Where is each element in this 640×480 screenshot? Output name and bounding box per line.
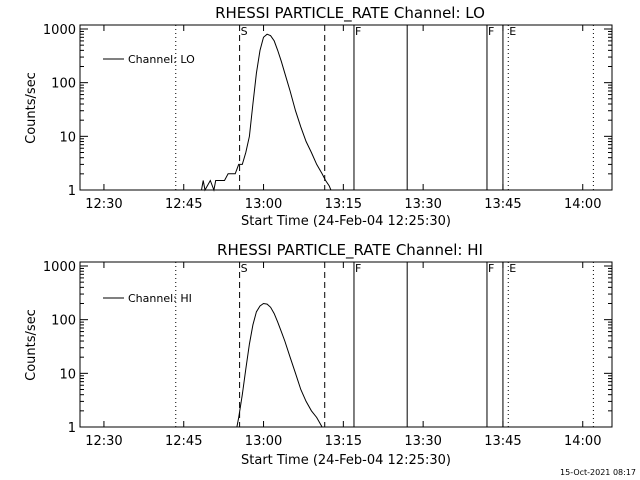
chart-title: RHESSI PARTICLE_RATE Channel: HI [217, 241, 483, 260]
x-tick-label: 12:30 [85, 434, 122, 449]
plot-frame [79, 261, 613, 428]
plot-frame [79, 24, 613, 191]
lo-channel-panel: RHESSI PARTICLE_RATE Channel: LO 12:30 12… [24, 4, 613, 229]
series-line-hi [236, 302, 323, 428]
y-tick-label: 10 [59, 367, 76, 382]
x-axis-label: Start Time (24-Feb-04 12:25:30) [241, 453, 451, 468]
x-tick-label: 13:45 [484, 197, 521, 212]
x-tick-label: 13:15 [325, 434, 362, 449]
event-marker-label: S [241, 262, 248, 275]
x-tick-label: 13:30 [404, 197, 441, 212]
event-marker-label: E [509, 262, 516, 275]
y-ticks: 1 10 100 1000 [43, 23, 612, 199]
y-axis-label: Counts/sec [24, 309, 39, 381]
timestamp: 15-Oct-2021 08:17 [560, 468, 636, 477]
legend-label: Channel: HI [128, 292, 192, 305]
y-tick-label: 100 [51, 77, 76, 92]
x-ticks: 12:30 12:45 13:00 13:15 13:30 13:45 14:00 [85, 25, 601, 212]
y-axis-label: Counts/sec [24, 72, 39, 144]
y-tick-label: 1000 [43, 23, 76, 38]
x-tick-label: 14:00 [564, 197, 601, 212]
x-tick-label: 13:00 [245, 434, 282, 449]
y-tick-label: 100 [51, 314, 76, 329]
chart-title: RHESSI PARTICLE_RATE Channel: LO [215, 4, 485, 23]
x-tick-label: 13:45 [484, 434, 521, 449]
hi-channel-panel: RHESSI PARTICLE_RATE Channel: HI 12:30 12… [24, 241, 613, 468]
x-tick-label: 14:00 [564, 434, 601, 449]
y-tick-label: 10 [59, 130, 76, 145]
y-ticks: 1 10 100 1000 [43, 260, 612, 436]
y-tick-label: 1 [68, 184, 76, 199]
series-line-lo [195, 33, 333, 192]
event-marker-label: F [355, 262, 361, 275]
x-tick-label: 13:30 [404, 434, 441, 449]
x-tick-label: 13:00 [245, 197, 282, 212]
x-tick-label: 12:45 [165, 434, 202, 449]
x-tick-label: 12:45 [165, 197, 202, 212]
event-marker-label: S [241, 25, 248, 38]
x-ticks: 12:30 12:45 13:00 13:15 13:30 13:45 14:00 [85, 262, 601, 449]
y-tick-label: 1000 [43, 260, 76, 275]
event-marker-label: E [509, 25, 516, 38]
event-marker-label: F [355, 25, 361, 38]
event-marker-label: F [488, 25, 494, 38]
legend-label: Channel: LO [128, 53, 195, 66]
y-tick-label: 1 [68, 421, 76, 436]
x-axis-label: Start Time (24-Feb-04 12:25:30) [241, 214, 451, 229]
x-tick-label: 12:30 [85, 197, 122, 212]
x-tick-label: 13:15 [325, 197, 362, 212]
event-marker-label: F [488, 262, 494, 275]
